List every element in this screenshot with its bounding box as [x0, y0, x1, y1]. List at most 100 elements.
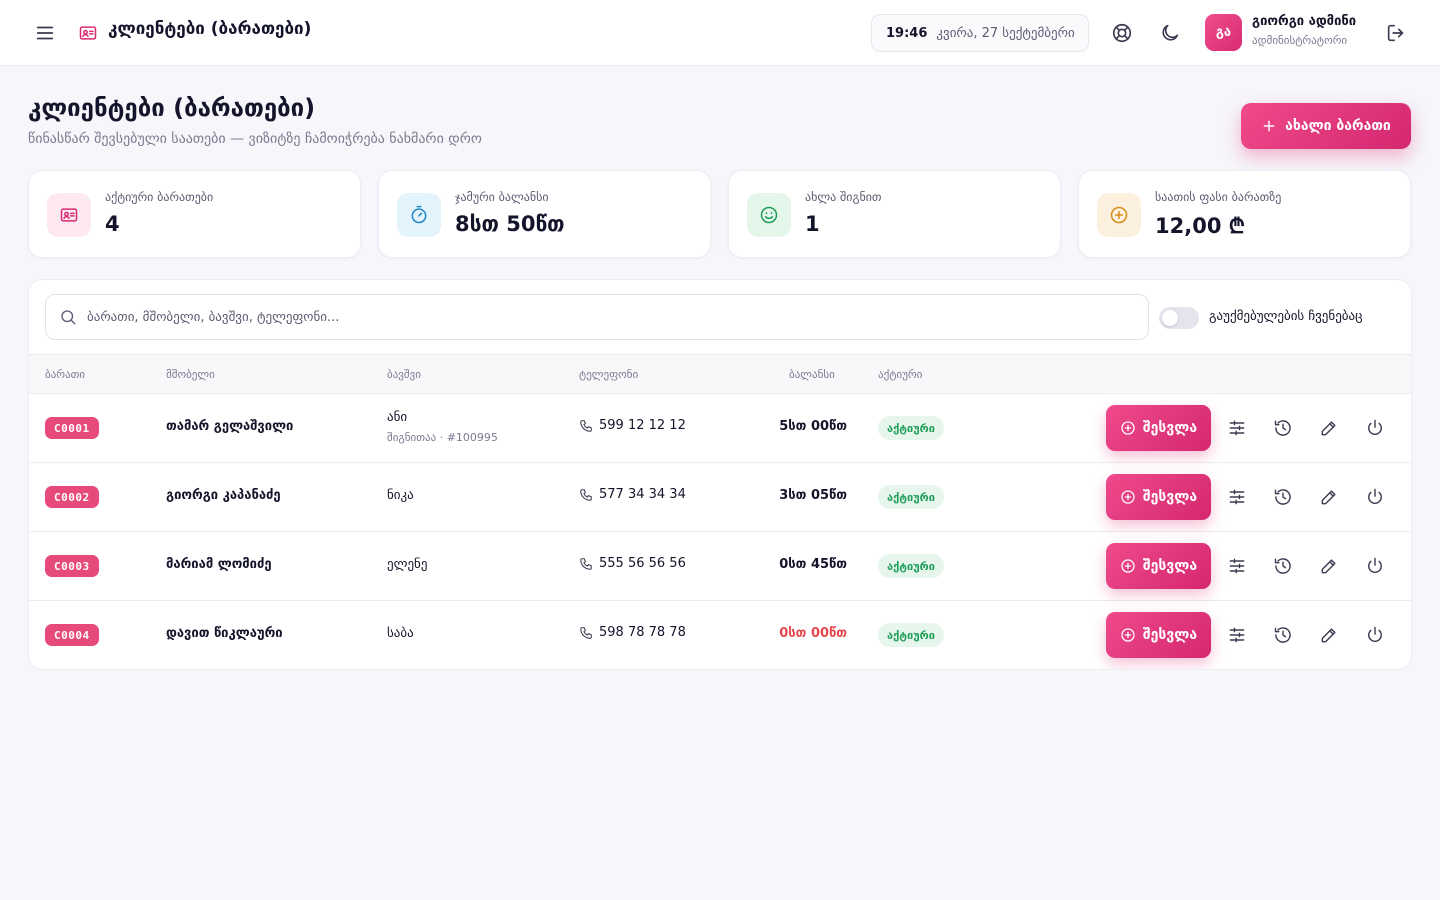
balance-value: 0სთ 00წთ	[779, 626, 847, 641]
phone-number: 555 56 56 56	[599, 556, 686, 571]
check-in-button[interactable]: შესვლა	[1106, 543, 1211, 589]
th-child[interactable]: ბავშვი	[387, 368, 421, 381]
stat-label: ჯამური ბალანსი	[455, 190, 549, 204]
card-code-badge: C0002	[45, 486, 99, 508]
adjust-icon[interactable]	[1227, 487, 1247, 507]
avatar[interactable]: გა	[1205, 14, 1242, 51]
child-name: ანი	[387, 410, 408, 425]
table-row: C0002 გიორგი კაპანაძე ნიკა 577 34 34 34 …	[29, 463, 1411, 532]
user-name: გიორგი ადმინი	[1252, 14, 1357, 29]
phone-cell: 598 78 78 78	[579, 625, 686, 640]
parent-name: მარიამ ლომიძე	[166, 557, 272, 572]
adjust-icon[interactable]	[1227, 556, 1247, 576]
stat-label: ახლა შიგნით	[805, 190, 882, 204]
stat-card-balance: ჯამური ბალანსი 8სთ 50წთ	[378, 170, 711, 258]
balance-value: 0სთ 45წთ	[779, 557, 847, 572]
power-icon[interactable]	[1365, 487, 1385, 507]
phone-number: 598 78 78 78	[599, 625, 686, 640]
power-icon[interactable]	[1365, 556, 1385, 576]
table-row: C0003 მარიამ ლომიძე ელენე 555 56 56 56 0…	[29, 532, 1411, 601]
table-row: C0004 დავით წიკლაური საბა 598 78 78 78 0…	[29, 601, 1411, 669]
stat-label: აქტიური ბარათები	[105, 190, 214, 204]
plus-circle-icon	[1110, 206, 1128, 224]
stat-icon-box	[747, 193, 791, 237]
phone-cell: 555 56 56 56	[579, 556, 686, 571]
plus-circle-icon	[1121, 421, 1135, 435]
th-phone[interactable]: ტელეფონი	[579, 368, 639, 381]
stat-card-inside: ახლა შიგნით 1	[728, 170, 1061, 258]
stat-card-active: აქტიური ბარათები 4	[28, 170, 361, 258]
plus-circle-icon	[1121, 559, 1135, 573]
app-title: კლიენტები (ბარათები)	[108, 19, 312, 39]
edit-icon[interactable]	[1319, 418, 1339, 438]
plus-circle-icon	[1121, 490, 1135, 504]
lifebuoy-icon[interactable]	[1111, 22, 1133, 44]
smile-icon	[760, 206, 778, 224]
check-in-button[interactable]: შესვლა	[1106, 612, 1211, 658]
status-badge: აქტიური	[878, 554, 944, 578]
stat-value: 12,00 ₾	[1155, 214, 1245, 238]
power-icon[interactable]	[1365, 418, 1385, 438]
child-status-note: შიგნითაა · #100995	[387, 431, 498, 444]
phone-icon	[580, 419, 592, 432]
menu-icon[interactable]	[34, 22, 56, 44]
search-input[interactable]	[87, 309, 1127, 325]
stat-card-price: საათის ფასი ბარათზე 12,00 ₾	[1078, 170, 1411, 258]
stat-icon-box	[397, 193, 441, 237]
timer-icon	[411, 205, 427, 224]
phone-cell: 599 12 12 12	[579, 418, 686, 433]
history-icon[interactable]	[1273, 556, 1293, 576]
adjust-icon[interactable]	[1227, 625, 1247, 645]
plus-icon	[1263, 120, 1275, 132]
parent-name: დავით წიკლაური	[166, 626, 283, 641]
status-badge: აქტიური	[878, 485, 944, 509]
check-in-button-label: შესვლა	[1142, 489, 1198, 505]
page-title: კლიენტები (ბარათები)	[28, 94, 316, 122]
id-card-icon	[60, 208, 78, 222]
adjust-icon[interactable]	[1227, 418, 1247, 438]
parent-name: გიორგი კაპანაძე	[166, 488, 281, 503]
phone-number: 599 12 12 12	[599, 418, 686, 433]
phone-icon	[580, 557, 592, 570]
edit-icon[interactable]	[1319, 625, 1339, 645]
history-icon[interactable]	[1273, 487, 1293, 507]
moon-icon[interactable]	[1159, 22, 1181, 44]
check-in-button-label: შესვლა	[1142, 420, 1198, 436]
new-card-button-label: ახალი ბარათი	[1285, 118, 1391, 134]
show-cancelled-toggle[interactable]	[1159, 307, 1199, 329]
th-status[interactable]: აქტიური	[878, 368, 923, 381]
search-box	[45, 294, 1149, 340]
user-role: ადმინისტრატორი	[1252, 34, 1348, 47]
card-code-badge: C0003	[45, 555, 99, 577]
search-icon	[61, 310, 76, 325]
balance-value: 3სთ 05წთ	[779, 488, 847, 503]
stat-label: საათის ფასი ბარათზე	[1155, 190, 1282, 204]
status-badge: აქტიური	[878, 623, 944, 647]
new-card-button[interactable]: ახალი ბარათი	[1241, 103, 1411, 149]
check-in-button-label: შესვლა	[1142, 558, 1198, 574]
logout-icon[interactable]	[1385, 22, 1407, 44]
check-in-button[interactable]: შესვლა	[1106, 405, 1211, 451]
clock-widget: 19:46 კვირა, 27 სექტემბერი	[871, 14, 1089, 52]
edit-icon[interactable]	[1319, 487, 1339, 507]
child-name: ელენე	[387, 557, 428, 572]
stat-value: 4	[105, 212, 120, 236]
clients-panel: გაუქმებულების ჩვენებაც ბარათი მშობელი ბა…	[28, 279, 1412, 670]
edit-icon[interactable]	[1319, 556, 1339, 576]
phone-icon	[580, 488, 592, 501]
plus-circle-icon	[1121, 628, 1135, 642]
power-icon[interactable]	[1365, 625, 1385, 645]
history-icon[interactable]	[1273, 625, 1293, 645]
th-card[interactable]: ბარათი	[45, 368, 86, 381]
toggle-knob	[1162, 310, 1178, 326]
balance-value: 5სთ 00წთ	[779, 419, 847, 434]
check-in-button[interactable]: შესვლა	[1106, 474, 1211, 520]
table-header: ბარათი მშობელი ბავშვი ტელეფონი ბალანსი ა…	[29, 354, 1411, 394]
clock-date: კვირა, 27 სექტემბერი	[936, 25, 1075, 41]
history-icon[interactable]	[1273, 418, 1293, 438]
child-name: საბა	[387, 626, 414, 641]
th-parent[interactable]: მშობელი	[166, 368, 215, 381]
th-balance[interactable]: ბალანსი	[789, 368, 835, 381]
stat-icon-box	[47, 193, 91, 237]
show-cancelled-label: გაუქმებულების ჩვენებაც	[1209, 309, 1363, 324]
